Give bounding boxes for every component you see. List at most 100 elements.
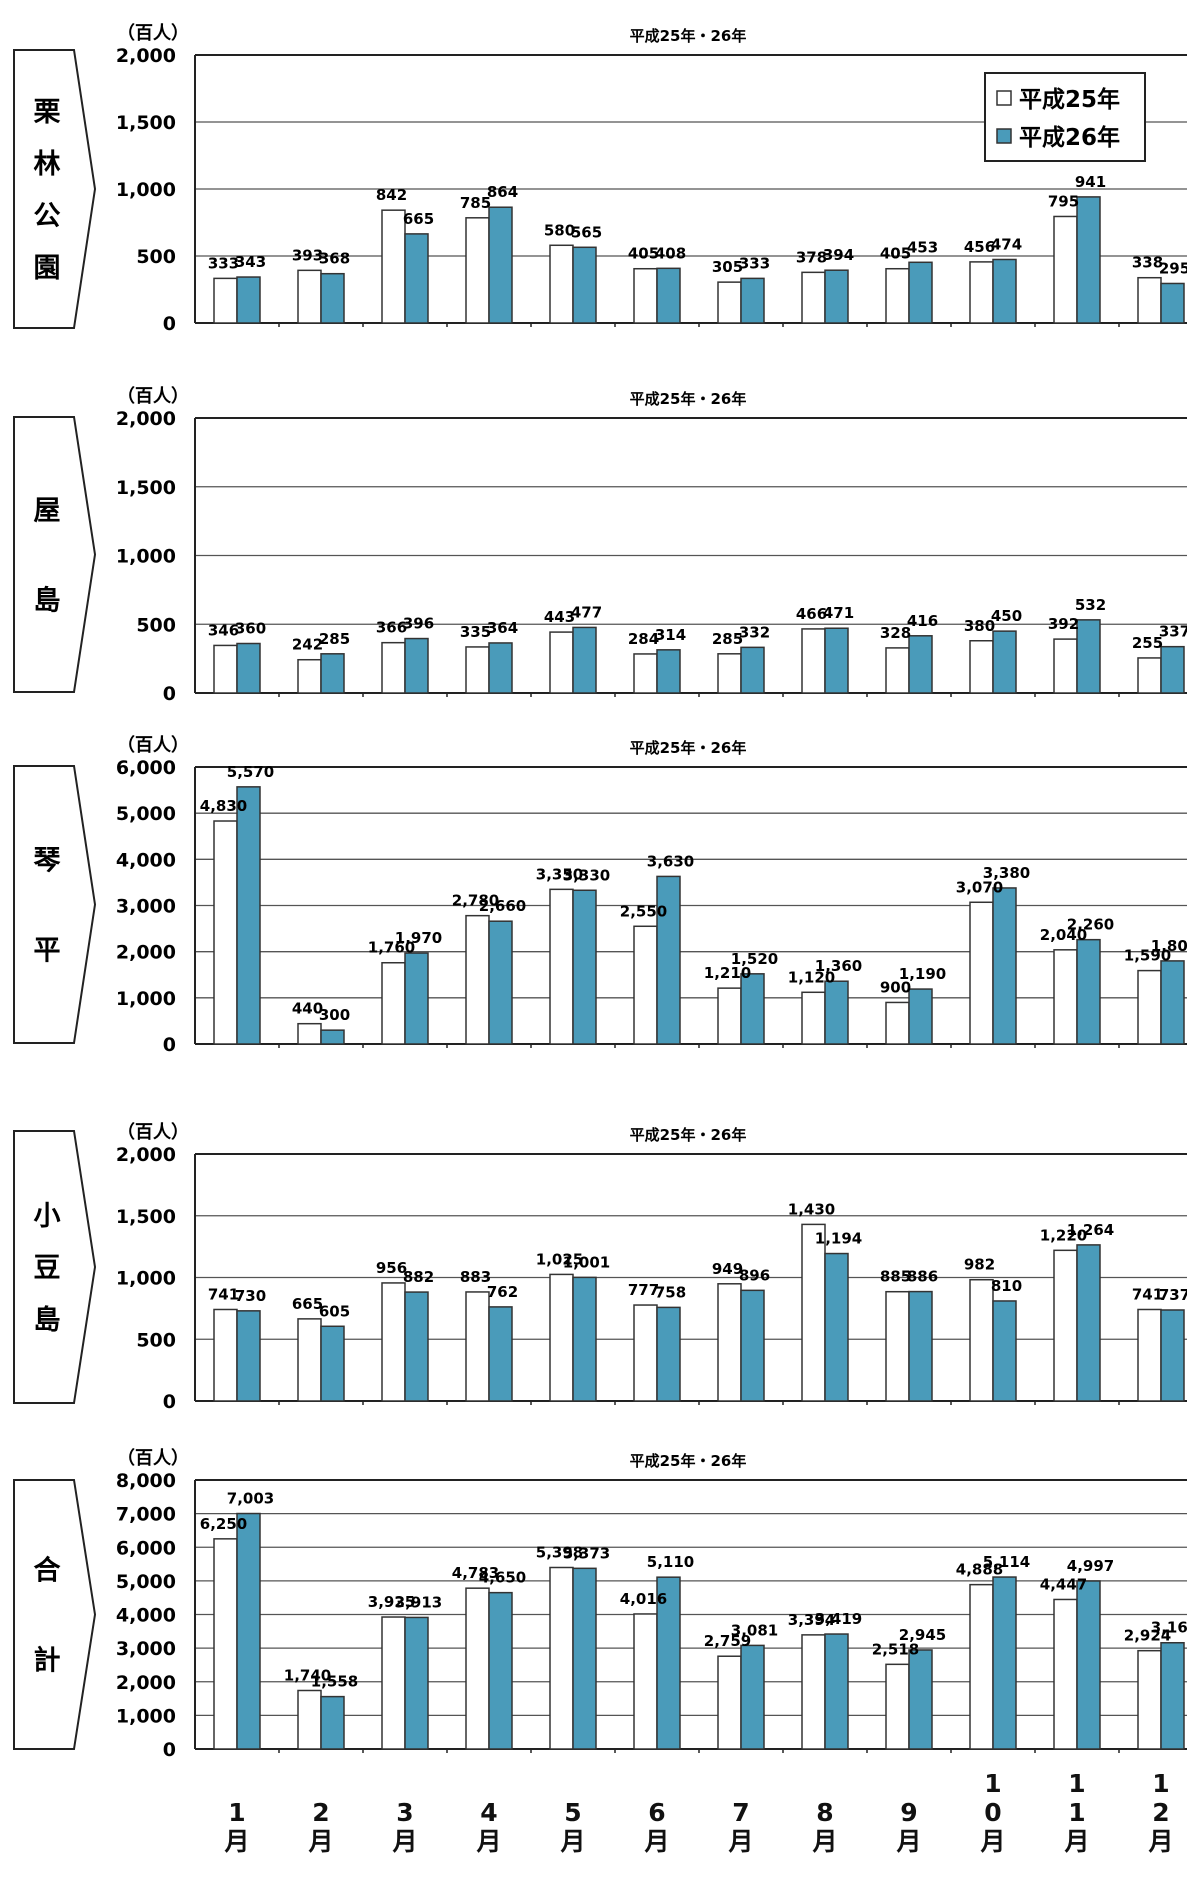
bar-2013 <box>801 991 826 1045</box>
data-label-2014: 333 <box>739 254 770 272</box>
data-label-2013: 4,016 <box>620 1590 667 1608</box>
x-tick-label-char: 1 <box>1152 1769 1170 1798</box>
data-label-2014: 450 <box>991 607 1022 625</box>
bar-2014 <box>908 635 933 694</box>
side-label-box <box>13 1130 97 1404</box>
data-label-2013: 443 <box>544 608 575 626</box>
bar-2014 <box>908 1290 933 1402</box>
bar-2013 <box>297 1318 322 1402</box>
bar-2014 <box>320 653 345 694</box>
data-label-2014: 730 <box>235 1287 266 1305</box>
bar-2014 <box>740 277 765 324</box>
bar-2014 <box>1076 619 1101 694</box>
bar-2013 <box>549 244 574 324</box>
data-label-2013: 285 <box>712 630 743 648</box>
bar-2013 <box>1053 215 1078 324</box>
side-label-char: 島 <box>34 586 61 617</box>
bar-2013 <box>213 277 238 324</box>
x-tick-label-char: 月 <box>1064 1827 1090 1856</box>
side-label-box <box>13 1479 97 1750</box>
bar-2014 <box>908 988 933 1045</box>
data-label-2013: 242 <box>292 636 323 654</box>
bar-2013 <box>1053 949 1078 1045</box>
bar-2014 <box>1076 1244 1101 1402</box>
bar-2013 <box>633 1304 658 1402</box>
x-tick-label-char: 月 <box>644 1827 670 1856</box>
bar-2013 <box>801 1223 826 1402</box>
bar-2013 <box>465 1291 490 1402</box>
bar-2013 <box>801 1634 826 1750</box>
bar-2014 <box>656 649 681 694</box>
bar-2013 <box>1137 1649 1162 1750</box>
data-label-2014: 864 <box>487 183 518 201</box>
data-label-2013: 795 <box>1048 192 1079 210</box>
bar-2014 <box>572 1276 597 1402</box>
y-tick-label: 2,000 <box>116 1672 176 1694</box>
y-tick-label: 500 <box>136 1329 176 1351</box>
data-label-2013: 2,040 <box>1040 926 1087 944</box>
chart-title: 平成25年・26年 <box>630 1126 747 1144</box>
bar-2013 <box>633 267 658 324</box>
x-tick-label-char: 6 <box>648 1798 666 1827</box>
data-label-2013: 378 <box>796 248 827 266</box>
bar-2014 <box>656 1576 681 1750</box>
data-label-2013: 2,518 <box>872 1640 919 1658</box>
bar-2014 <box>824 269 849 324</box>
bar-2014 <box>236 786 261 1045</box>
x-tick-label-char: 7 <box>732 1798 750 1827</box>
data-label-2014: 3,630 <box>647 852 694 870</box>
x-tick-label-char: 1 <box>1068 1769 1086 1798</box>
data-label-2014: 337 <box>1159 623 1187 641</box>
bar-2013 <box>1137 657 1162 694</box>
data-label-2014: 1,970 <box>395 929 442 947</box>
bar-2013 <box>549 1273 574 1402</box>
y-unit-label: （百人） <box>117 1122 189 1143</box>
bar-2013 <box>885 1001 910 1045</box>
data-label-2013: 949 <box>712 1260 743 1278</box>
side-label-char: 屋 <box>34 496 61 527</box>
data-label-2014: 396 <box>403 615 434 633</box>
data-label-2014: 1,360 <box>815 957 862 975</box>
bar-2014 <box>740 646 765 694</box>
y-tick-label: 2,000 <box>116 408 176 430</box>
data-label-2013: 1,760 <box>368 939 415 957</box>
data-label-2013: 1,740 <box>284 1666 331 1684</box>
y-tick-label: 500 <box>136 614 176 636</box>
data-label-2013: 456 <box>964 238 995 256</box>
data-label-2013: 1,430 <box>788 1200 835 1218</box>
bar-2013 <box>633 925 658 1045</box>
bar-2013 <box>885 647 910 694</box>
y-tick-label: 4,000 <box>116 849 176 871</box>
y-tick-label: 1,500 <box>116 1206 176 1228</box>
x-tick-label-char: 5 <box>564 1798 582 1827</box>
data-label-2013: 2,759 <box>704 1632 751 1650</box>
bar-2014 <box>1076 1580 1101 1750</box>
side-label-char: 栗 <box>34 97 61 128</box>
x-tick-label-char: 月 <box>980 1827 1006 1856</box>
data-label-2013: 392 <box>1048 615 1079 633</box>
data-label-2013: 6,250 <box>200 1515 247 1533</box>
bar-2014 <box>404 1616 429 1750</box>
bar-2014 <box>740 1644 765 1750</box>
x-tick-label-char: 月 <box>560 1827 586 1856</box>
data-label-2013: 4,447 <box>1040 1575 1087 1593</box>
data-label-2013: 3,394 <box>788 1611 835 1629</box>
data-label-2013: 346 <box>208 621 239 639</box>
chart-title: 平成25年・26年 <box>630 27 747 45</box>
bar-2013 <box>465 217 490 324</box>
data-label-2014: 737 <box>1159 1286 1187 1304</box>
bar-2014 <box>1160 960 1185 1045</box>
bar-2014 <box>824 1633 849 1750</box>
y-tick-label: 3,000 <box>116 1638 176 1660</box>
data-label-2014: 368 <box>319 250 350 268</box>
data-label-2013: 741 <box>208 1285 239 1303</box>
x-tick-label-char: 月 <box>728 1827 754 1856</box>
chart-title: 平成25年・26年 <box>630 1452 747 1470</box>
bar-2014 <box>572 889 597 1045</box>
bar-2014 <box>740 973 765 1045</box>
bar-2013 <box>633 653 658 694</box>
data-label-2013: 777 <box>628 1281 659 1299</box>
